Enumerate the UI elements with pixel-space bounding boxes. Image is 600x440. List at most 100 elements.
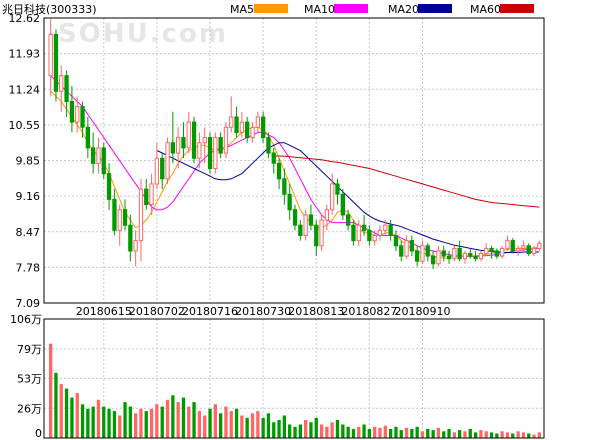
candle [308,204,314,231]
candle-body [462,253,468,260]
candle-body [213,137,218,170]
candle [415,245,420,267]
candle [197,132,202,169]
volume-bar [399,430,403,438]
volume-bar [102,406,106,438]
volume-bar [463,431,467,438]
volume-bar [203,415,207,438]
candle [446,250,452,264]
volume-bar [474,432,478,438]
candle-body [489,247,494,252]
candle [128,214,133,262]
volume-bar [500,431,504,438]
price-plot-frame [43,17,545,304]
candle-body [138,188,144,242]
candle-body [526,245,531,255]
candle [186,111,191,154]
volume-bar [484,431,488,438]
candle [457,240,462,262]
candle-body [191,121,197,159]
candle [85,116,90,159]
candle-body [425,245,430,257]
candle-body [494,250,500,257]
candle [160,153,165,190]
legend-swatch-ma10 [334,4,368,13]
candle [80,101,85,138]
candle-body [314,224,319,247]
candle-body [510,240,515,252]
volume-bar [155,404,159,438]
candle-body [69,101,75,123]
candle-body [282,178,287,195]
price-tick-label: 9.16 [16,190,41,203]
candle-body [303,214,308,236]
candle-body [85,126,90,149]
candle-body [106,173,112,200]
volume-bar [521,432,526,438]
x-tick-label: 20180702 [129,305,185,318]
candle-body [505,240,510,249]
candle-body [500,247,505,257]
candle-body [292,209,298,226]
candle [531,245,537,257]
candle [149,173,154,215]
volume-tick-label: 26万 [17,402,42,415]
candle-body [255,116,261,128]
candle [112,189,117,236]
volume-bar [219,413,223,438]
candle [250,122,255,143]
candle-body [308,214,314,226]
candle [48,19,53,97]
volume-bar [250,413,255,438]
volume-bar [181,397,186,438]
legend-swatch-ma20 [418,4,452,13]
volume-bar [107,408,111,438]
candle-body [457,247,462,260]
candle-body [484,247,489,255]
volume-bar [224,406,228,438]
candle [239,111,244,138]
volume-bar [479,430,483,438]
candle [494,248,500,259]
candle [425,243,430,262]
volume-bars [49,343,541,438]
volume-bar [59,384,63,438]
candle-body [473,255,478,260]
candle-body [361,224,367,231]
candle-body [431,255,436,265]
volume-bar [229,411,233,438]
candle [59,65,64,112]
candle-body [261,116,266,139]
volume-bar [415,426,419,438]
candle [452,245,457,262]
price-tick-label: 10.55 [9,119,41,132]
volume-bar [144,411,148,438]
volume-bar [149,408,154,438]
candle [436,245,441,267]
volume-bar [197,411,201,438]
candle [537,240,542,251]
candle-body [372,235,377,242]
volume-bar [298,424,302,438]
candle-body [149,183,154,205]
volume-bar [362,424,366,438]
candle [409,235,415,257]
volume-bar [54,372,58,438]
candle-body [346,214,351,226]
candle [393,230,399,251]
volume-bar [282,415,286,438]
candle [335,178,340,205]
candle-body [393,235,399,247]
candle [207,132,213,174]
legend-label-ma20: MA20 [388,3,419,16]
volume-bar [176,402,180,438]
candle [64,70,69,117]
candle [505,235,510,251]
ma-line-ma5 [50,90,540,259]
candle [526,243,531,257]
candle [133,230,138,267]
volume-bar [240,415,244,438]
volume-bar [357,426,361,438]
volume-bar [234,408,239,438]
